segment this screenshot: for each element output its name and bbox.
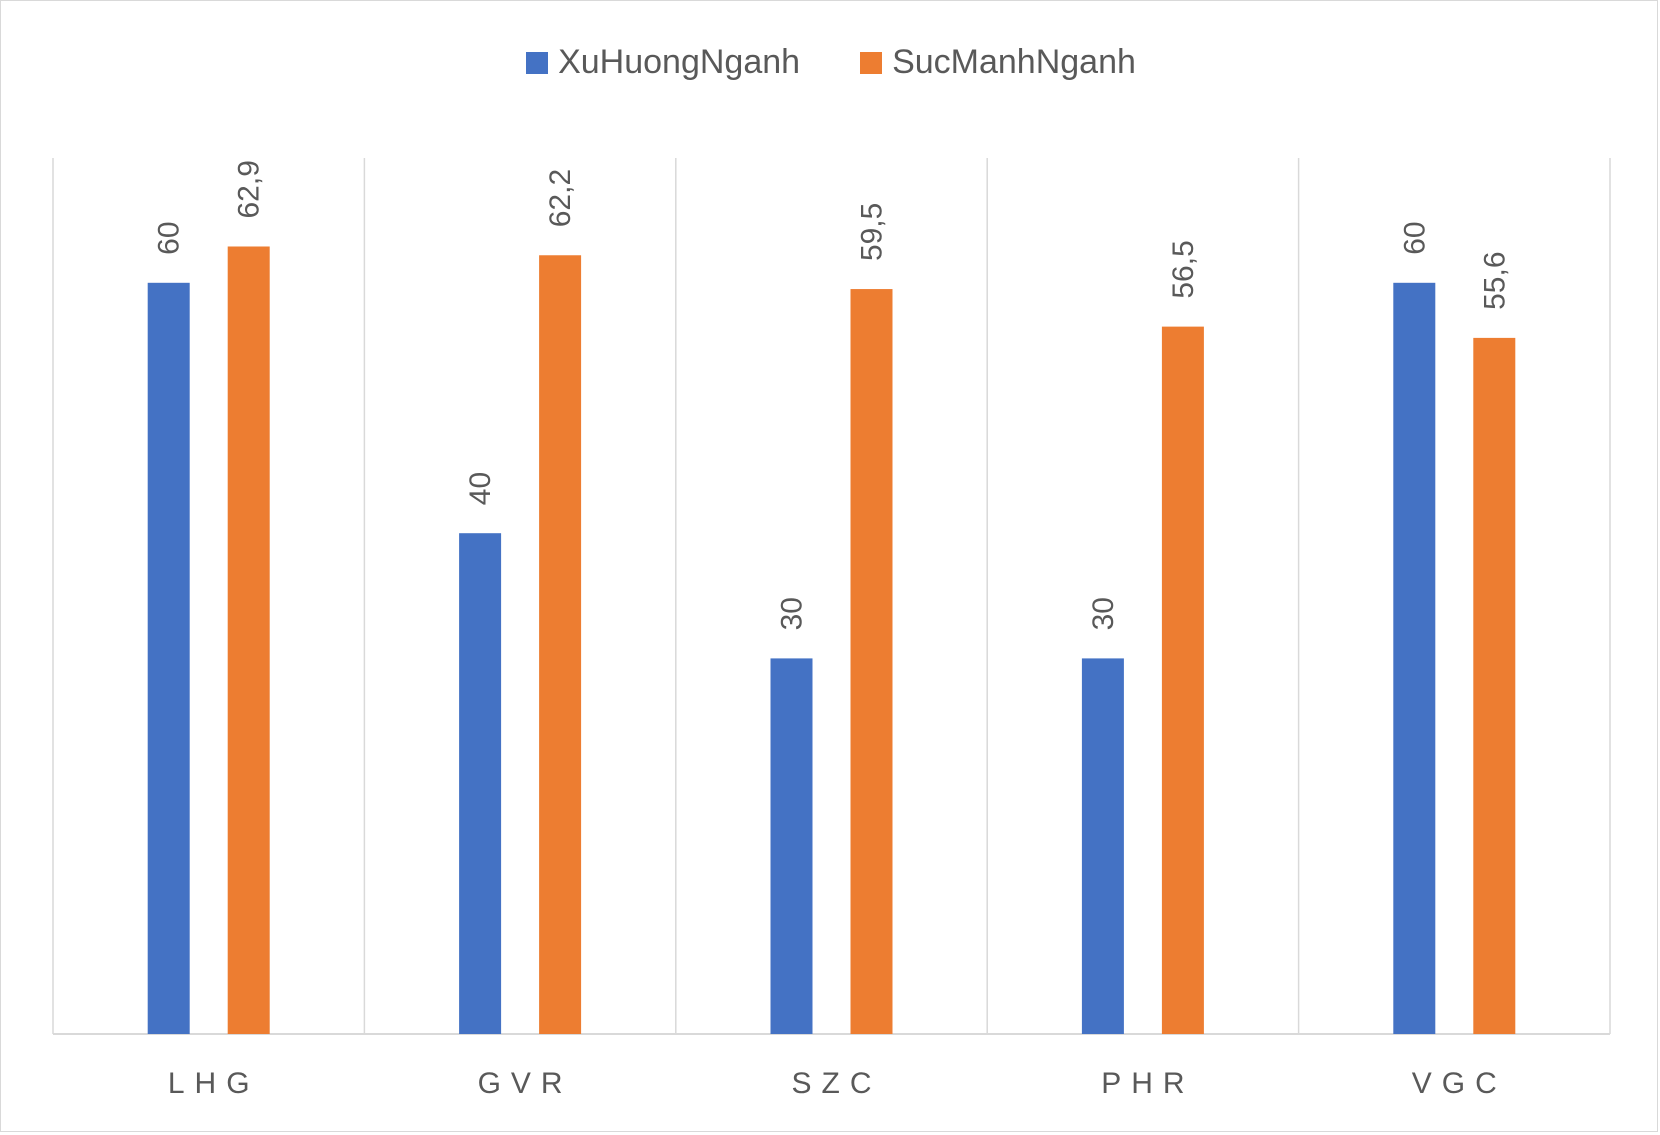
legend-swatch-xuhuongnganh bbox=[526, 51, 549, 74]
data-label-xuhuongnganh-lhg: 60 bbox=[153, 221, 186, 254]
legend-entry-sucmanhnganh: SucManhNganh bbox=[860, 43, 1136, 82]
x-tick-label-phr: PHR bbox=[1101, 1067, 1194, 1100]
data-label-sucmanhnganh-szc: 59,5 bbox=[856, 203, 889, 261]
data-label-sucmanhnganh-gvr: 62,2 bbox=[544, 169, 577, 227]
x-tick-label-gvr: GVR bbox=[478, 1067, 573, 1100]
bar-xuhuongnganh-vgc bbox=[1393, 282, 1436, 1034]
data-label-xuhuongnganh-phr: 30 bbox=[1087, 597, 1120, 630]
x-tick-label-vgc: VGC bbox=[1412, 1067, 1507, 1100]
x-tick-label-szc: SZC bbox=[792, 1067, 882, 1100]
data-label-xuhuongnganh-gvr: 40 bbox=[464, 472, 497, 505]
bar-sucmanhnganh-lhg bbox=[227, 246, 270, 1034]
bar-sucmanhnganh-vgc bbox=[1473, 337, 1516, 1034]
x-tick-label-lhg: LHG bbox=[168, 1067, 260, 1100]
legend-label-xuhuongnganh: XuHuongNganh bbox=[558, 43, 801, 81]
data-label-xuhuongnganh-vgc: 60 bbox=[1398, 221, 1431, 254]
bar-xuhuongnganh-gvr bbox=[459, 533, 502, 1034]
bar-xuhuongnganh-szc bbox=[770, 658, 813, 1034]
bar-xuhuongnganh-lhg bbox=[147, 282, 190, 1034]
bar-sucmanhnganh-gvr bbox=[539, 255, 582, 1035]
legend-swatch-sucmanhnganh bbox=[860, 51, 883, 74]
bar-sucmanhnganh-phr bbox=[1161, 326, 1204, 1034]
bar-sucmanhnganh-szc bbox=[850, 289, 893, 1034]
data-label-sucmanhnganh-phr: 56,5 bbox=[1167, 240, 1200, 298]
legend-label-sucmanhnganh: SucManhNganh bbox=[892, 43, 1136, 81]
data-label-sucmanhnganh-lhg: 62,9 bbox=[233, 160, 266, 218]
bar-xuhuongnganh-phr bbox=[1081, 658, 1124, 1034]
legend: XuHuongNganh SucManhNganh bbox=[1, 43, 1660, 82]
legend-entry-xuhuongnganh: XuHuongNganh bbox=[526, 43, 800, 82]
data-label-sucmanhnganh-vgc: 55,6 bbox=[1478, 251, 1511, 309]
data-label-xuhuongnganh-szc: 30 bbox=[776, 597, 809, 630]
